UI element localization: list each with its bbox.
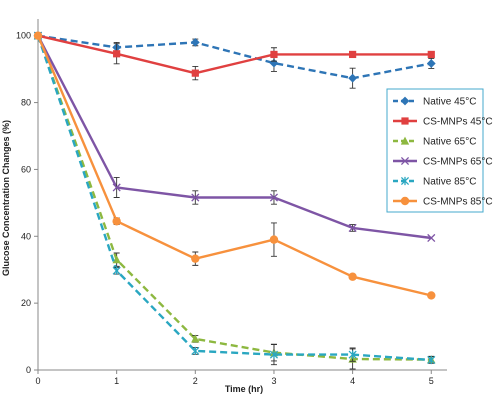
data-point xyxy=(33,31,43,40)
data-point xyxy=(426,59,436,68)
data-point xyxy=(348,223,357,232)
legend-label: Native 45°C xyxy=(423,97,476,108)
x-axis-title: Time (hr) xyxy=(225,384,263,394)
data-point xyxy=(112,255,121,264)
legend-swatch-marker xyxy=(400,136,410,145)
y-tick-label: 20 xyxy=(21,298,31,308)
legend-item-3: Native 65°C xyxy=(393,137,476,148)
axes: 0 20 40 60 80 100 0 1 2 3 4 5 xyxy=(16,19,447,386)
data-point xyxy=(269,350,279,359)
legend-label: Native 65°C xyxy=(423,137,476,148)
data-point xyxy=(348,73,358,83)
data-point xyxy=(191,334,200,343)
data-point xyxy=(349,50,357,59)
data-point xyxy=(270,50,278,59)
series-6 xyxy=(33,31,436,300)
y-tick-label: 80 xyxy=(21,98,31,108)
series-line xyxy=(36,35,432,297)
y-tick-label: 40 xyxy=(21,231,31,241)
series-line xyxy=(37,34,432,80)
data-point xyxy=(427,355,436,365)
y-tick-label: 0 xyxy=(26,365,31,375)
legend-swatch-marker xyxy=(400,176,410,186)
data-point xyxy=(348,272,357,281)
legend-item-2: CS-MNPs 45°C xyxy=(393,117,493,128)
data-point xyxy=(112,183,121,192)
legend-swatch-marker xyxy=(400,96,410,106)
data-point xyxy=(191,69,199,77)
data-point xyxy=(191,346,200,356)
series-line xyxy=(36,35,432,361)
x-tick-label: 0 xyxy=(35,376,40,386)
x-tick-label: 1 xyxy=(114,376,119,386)
x-tick-label: 2 xyxy=(193,376,198,386)
data-point xyxy=(113,50,121,58)
series-2 xyxy=(34,32,435,81)
legend: Native 45°C CS-MNPs 45°C Native 65°C CS-MNP… xyxy=(386,88,493,213)
legend-swatch-marker xyxy=(400,156,410,166)
legend-item-4: CS-MNPs 65°C xyxy=(393,157,493,168)
series-3 xyxy=(33,31,436,370)
legend-swatch-marker xyxy=(400,196,410,206)
legend-swatch-marker xyxy=(401,117,409,125)
data-point xyxy=(190,38,200,47)
data-point xyxy=(427,50,435,59)
series-layer xyxy=(33,31,436,370)
series-line xyxy=(37,34,432,75)
data-point xyxy=(427,233,436,243)
legend-label: Native 85°C xyxy=(423,177,476,188)
data-point xyxy=(427,291,436,300)
y-tick-label: 100 xyxy=(16,31,31,41)
legend-label: CS-MNPs 65°C xyxy=(423,157,493,168)
y-axis-title: Glucose Concentration Changes (%) xyxy=(1,120,11,276)
x-tick-label: 5 xyxy=(429,376,434,386)
legend-label: CS-MNPs 85°C xyxy=(423,197,493,208)
series-line xyxy=(36,35,432,362)
data-point xyxy=(112,217,121,226)
series-4 xyxy=(33,31,436,243)
x-tick-label: 4 xyxy=(350,376,355,386)
series-line xyxy=(36,35,432,240)
legend-item-6: CS-MNPs 85°C xyxy=(393,197,493,208)
data-point xyxy=(269,193,279,202)
x-tick-label: 3 xyxy=(271,376,276,386)
data-point xyxy=(348,350,357,359)
data-point xyxy=(191,193,200,202)
legend-label: CS-MNPs 45°C xyxy=(423,117,493,128)
y-tick-label: 60 xyxy=(21,164,31,174)
series-1 xyxy=(33,31,436,89)
data-point xyxy=(191,254,200,263)
data-point xyxy=(269,235,279,244)
data-point xyxy=(112,266,121,275)
legend-box xyxy=(386,88,484,213)
legend-item-5: Native 85°C xyxy=(393,177,476,188)
legend-item-1: Native 45°C xyxy=(393,97,476,108)
